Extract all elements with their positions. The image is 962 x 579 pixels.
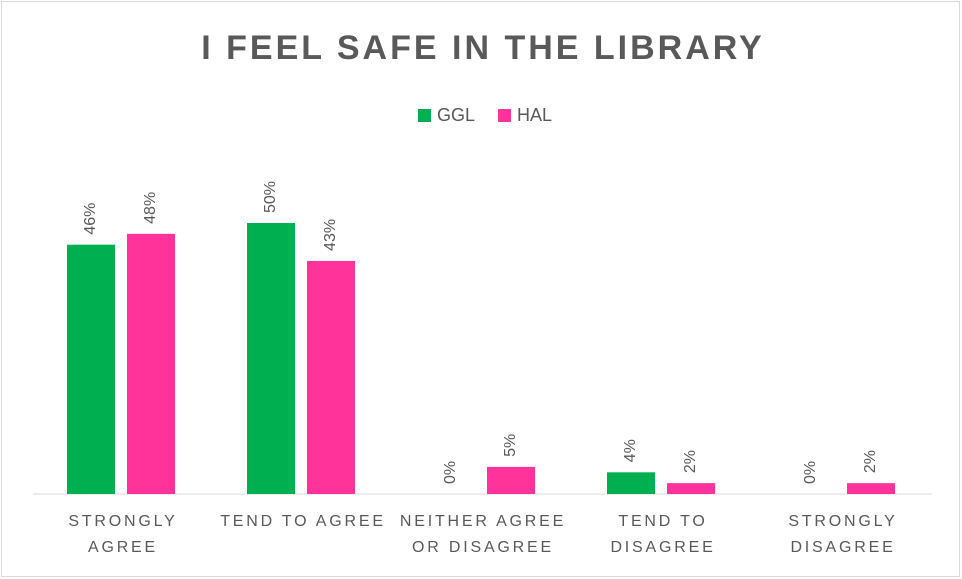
- value-label: 43%: [322, 219, 339, 251]
- value-label: 2%: [682, 450, 699, 473]
- value-label: 0%: [802, 461, 819, 484]
- value-label: 2%: [862, 450, 879, 473]
- value-label: 4%: [622, 439, 639, 462]
- value-label: 50%: [262, 181, 279, 213]
- value-label: 5%: [502, 434, 519, 457]
- value-label: 46%: [82, 203, 99, 235]
- x-tick-label: TEND TO AGREE: [220, 513, 386, 530]
- x-tick-label: STRONGLY AGREE: [68, 513, 178, 556]
- bar: [607, 472, 655, 494]
- legend-swatch: [418, 109, 431, 122]
- legend-swatch: [498, 109, 512, 122]
- x-tick-label: TEND TO DISAGREE: [610, 513, 716, 556]
- chart-title: I FEEL SAFE IN THE LIBRARY: [201, 29, 764, 67]
- value-label: 0%: [442, 461, 459, 484]
- bar: [247, 223, 295, 494]
- bar: [67, 244, 115, 494]
- bar: [847, 483, 895, 494]
- x-tick-label: NEITHER AGREE OR DISAGREE: [399, 513, 567, 556]
- x-tick-label: STRONGLY DISAGREE: [788, 513, 898, 556]
- bar: [667, 483, 715, 494]
- bar: [127, 233, 175, 494]
- legend-label: GGL: [437, 105, 475, 125]
- bar: [487, 466, 535, 494]
- value-label: 48%: [142, 192, 159, 224]
- legend-label: HAL: [517, 105, 552, 125]
- bar: [307, 260, 355, 494]
